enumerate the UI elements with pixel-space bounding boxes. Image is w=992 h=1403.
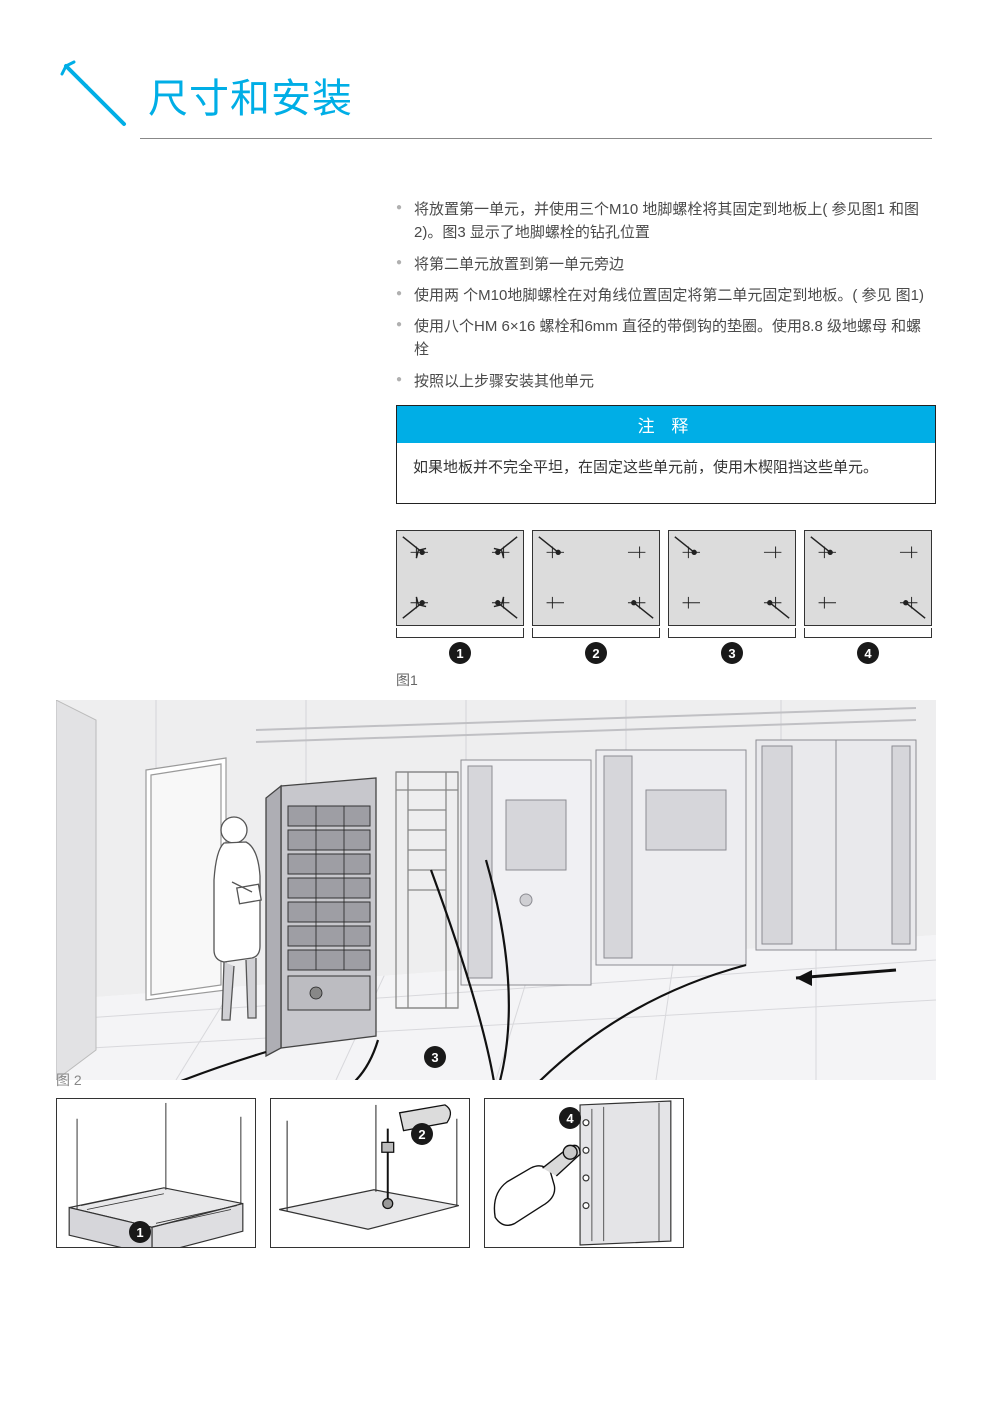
figure-1-brackets xyxy=(396,628,932,638)
figure-1-panel xyxy=(532,530,660,626)
list-item: 按照以上步骤安装其他单元 xyxy=(396,370,936,393)
figure-1-panel xyxy=(804,530,932,626)
bracket xyxy=(396,628,524,638)
detail-callouts: 1 2 xyxy=(56,1098,936,1248)
panel-number-badge: 3 xyxy=(721,642,743,664)
list-item: 将第二单元放置到第一单元旁边 xyxy=(396,253,936,276)
figure-2-label: 图 2 xyxy=(56,1070,82,1090)
callout-badge: 2 xyxy=(411,1123,433,1145)
figure-1-panel xyxy=(396,530,524,626)
detail-panel: 2 xyxy=(270,1098,470,1248)
bracket xyxy=(532,628,660,638)
figure-1-panel xyxy=(668,530,796,626)
detail-panel: 1 xyxy=(56,1098,256,1248)
panel-number-badge: 1 xyxy=(449,642,471,664)
list-item: 使用八个HM 6×16 螺栓和6mm 直径的带倒钩的垫圈。使用8.8 级地螺母 … xyxy=(396,315,936,362)
content-block: 将放置第一单元，并使用三个M10 地脚螺栓将其固定到地板上( 参见图1 和图2)… xyxy=(396,198,936,504)
callout-badge: 4 xyxy=(559,1107,581,1129)
callout-badge: 1 xyxy=(129,1221,151,1243)
figure-1-labels: 1 2 3 4 xyxy=(396,642,932,664)
panel-number-badge: 4 xyxy=(857,642,879,664)
header-rule xyxy=(140,138,932,139)
detail-panel: 4 xyxy=(484,1098,684,1248)
isometric-scene: 3 xyxy=(56,700,936,1080)
list-item: 使用两 个M10地脚螺栓在对角线位置固定将第二单元固定到地板。( 参见 图1) xyxy=(396,284,936,307)
note-box: 注 释 如果地板并不完全平坦，在固定这些单元前，使用木楔阻挡这些单元。 xyxy=(396,405,936,504)
note-body: 如果地板并不完全平坦，在固定这些单元前，使用木楔阻挡这些单元。 xyxy=(397,443,935,503)
page-title: 尺寸和安装 xyxy=(148,66,353,124)
panel-number-badge: 2 xyxy=(585,642,607,664)
note-title: 注 释 xyxy=(397,406,935,443)
page-header: 尺寸和安装 xyxy=(60,60,353,130)
figure-1-panels xyxy=(396,530,932,626)
bracket xyxy=(668,628,796,638)
figure-2: 3 图 2 xyxy=(56,700,936,1343)
list-item: 将放置第一单元，并使用三个M10 地脚螺栓将其固定到地板上( 参见图1 和图2)… xyxy=(396,198,936,245)
figure-1: 1 2 3 4 图1 xyxy=(396,530,932,690)
screwdriver-icon xyxy=(60,60,130,130)
instruction-list: 将放置第一单元，并使用三个M10 地脚螺栓将其固定到地板上( 参见图1 和图2)… xyxy=(396,198,936,393)
figure-1-label: 图1 xyxy=(396,670,932,690)
callout-badge: 3 xyxy=(424,1046,446,1068)
bracket xyxy=(804,628,932,638)
